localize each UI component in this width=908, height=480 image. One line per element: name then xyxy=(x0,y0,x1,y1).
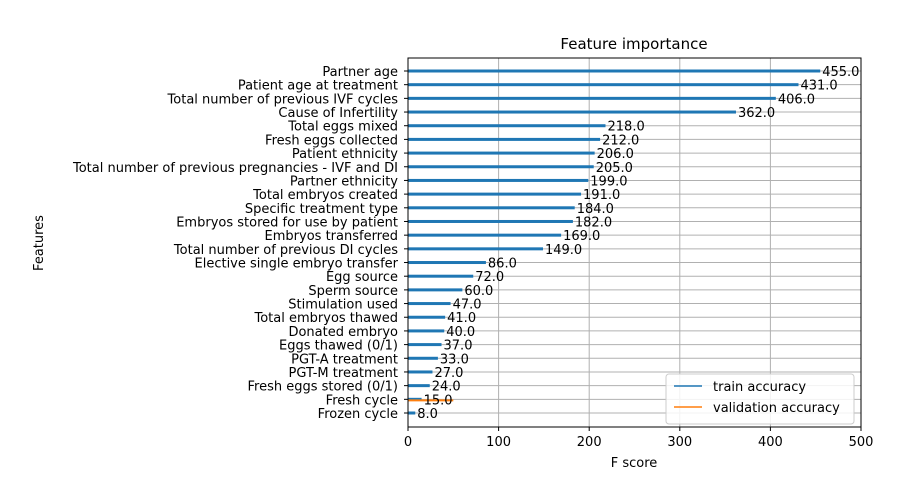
y-axis-label: Features xyxy=(32,215,47,271)
bar xyxy=(408,302,451,306)
value-label: 455.0 xyxy=(822,65,859,80)
value-label: 218.0 xyxy=(608,120,645,135)
y-tick-label: PGT-M treatment xyxy=(289,366,398,381)
value-label: 431.0 xyxy=(800,79,837,94)
y-tick-label: Sperm source xyxy=(308,284,398,299)
y-tick-label: Specific treatment type xyxy=(245,202,398,217)
y-tick-label: Fresh cycle xyxy=(326,393,398,408)
value-label: 86.0 xyxy=(488,257,517,272)
bar xyxy=(408,370,433,374)
y-tick-label: Donated embryo xyxy=(288,325,398,340)
x-axis-label: F score xyxy=(611,456,658,471)
y-tick-label: Total embryos created xyxy=(252,188,398,203)
value-label: 60.0 xyxy=(464,284,493,299)
value-label: 206.0 xyxy=(597,147,634,162)
y-tick-label: Frozen cycle xyxy=(318,407,398,422)
y-tick-label: Fresh eggs collected xyxy=(265,133,398,148)
value-label: 15.0 xyxy=(424,393,453,408)
value-label: 362.0 xyxy=(738,106,775,121)
value-label: 169.0 xyxy=(563,229,600,244)
bar xyxy=(408,233,562,237)
bar xyxy=(408,83,799,87)
bar xyxy=(408,178,589,182)
bars xyxy=(408,69,821,415)
y-tick-label: Elective single embryo transfer xyxy=(195,257,399,272)
x-tick-label: 200 xyxy=(577,435,602,450)
bar xyxy=(408,69,821,73)
y-tick-label: Embryos stored for use by patient xyxy=(176,215,398,230)
bar xyxy=(408,137,601,141)
value-label: 191.0 xyxy=(583,188,620,203)
bar xyxy=(408,288,463,292)
bar xyxy=(408,315,446,319)
y-tick-label: Total number of previous DI cycles xyxy=(173,243,398,258)
plot-frame xyxy=(407,57,862,428)
legend-validation-label: validation accuracy xyxy=(713,401,840,416)
y-tick-label: Total eggs mixed xyxy=(287,120,398,135)
value-label: 33.0 xyxy=(440,352,469,367)
y-tick-label: Egg source xyxy=(326,270,398,285)
y-tick-label: Eggs thawed (0/1) xyxy=(279,339,398,354)
value-label: 182.0 xyxy=(575,215,612,230)
y-tick-label: Embryos transferred xyxy=(265,229,398,244)
x-axis-ticks: 0 100 200 300 400 500 xyxy=(404,427,874,450)
bar xyxy=(408,343,442,347)
value-label: 37.0 xyxy=(444,339,473,354)
y-tick-label: Total embryos thawed xyxy=(254,311,399,326)
bar xyxy=(408,165,594,169)
y-tick-label: Patient ethnicity xyxy=(292,147,398,162)
value-label: 184.0 xyxy=(577,202,614,217)
value-label: 47.0 xyxy=(453,298,482,313)
bar xyxy=(408,274,474,278)
y-tick-label: Total number of previous IVF cycles xyxy=(167,92,399,107)
bar xyxy=(408,329,445,333)
value-label: 205.0 xyxy=(596,161,633,176)
bar xyxy=(408,356,438,360)
value-label: 212.0 xyxy=(602,133,639,148)
bar xyxy=(408,110,736,114)
bar xyxy=(408,411,416,415)
bar xyxy=(408,124,606,128)
bar xyxy=(408,151,595,155)
y-tick-label: PGT-A treatment xyxy=(291,352,398,367)
x-tick-label: 500 xyxy=(849,435,874,450)
y-tick-label: Partner ethnicity xyxy=(290,174,398,189)
y-tick-label: Partner age xyxy=(322,65,398,80)
y-tick-label: Cause of Infertility xyxy=(278,106,398,121)
bar xyxy=(408,96,776,100)
y-tick-label: Total number of previous pregnancies - I… xyxy=(72,161,398,176)
y-tick-label: Patient age at treatment xyxy=(238,79,398,94)
legend-box xyxy=(665,373,855,425)
value-label: 72.0 xyxy=(475,270,504,285)
bar xyxy=(408,261,486,265)
x-tick-label: 300 xyxy=(667,435,692,450)
value-label: 27.0 xyxy=(434,366,463,381)
bar xyxy=(408,219,573,223)
value-label: 24.0 xyxy=(432,380,461,395)
bar xyxy=(408,384,430,388)
value-label: 41.0 xyxy=(447,311,476,326)
value-label: 40.0 xyxy=(446,325,475,340)
y-tick-label: Fresh eggs stored (0/1) xyxy=(248,380,398,395)
value-label: 149.0 xyxy=(545,243,582,258)
value-label: 406.0 xyxy=(778,92,815,107)
bar xyxy=(408,247,543,251)
bar xyxy=(408,192,582,196)
legend: train accuracy validation accuracy xyxy=(665,373,855,425)
x-tick-label: 100 xyxy=(486,435,511,450)
x-tick-label: 0 xyxy=(404,435,412,450)
y-tick-label: Stimulation used xyxy=(288,298,398,313)
value-label: 199.0 xyxy=(590,174,627,189)
bar xyxy=(408,206,575,210)
legend-train-label: train accuracy xyxy=(713,380,806,395)
x-tick-label: 400 xyxy=(758,435,783,450)
value-label: 8.0 xyxy=(417,407,438,422)
chart-title: Feature importance xyxy=(560,35,707,53)
